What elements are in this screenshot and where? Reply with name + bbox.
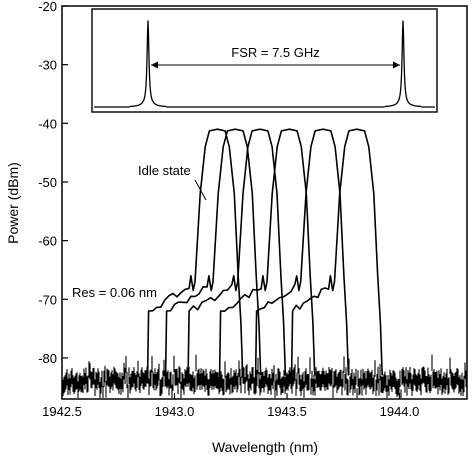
fsr-arrowhead-right (393, 61, 400, 69)
y-tick-label-3: -50 (38, 175, 57, 190)
x-axis-title: Wavelength (nm) (212, 439, 318, 455)
noise-floor (62, 354, 467, 398)
plot-frame (61, 5, 468, 400)
y-tick-label-5: -30 (38, 58, 57, 73)
y-tick-label-1: -70 (38, 292, 57, 307)
idle-state-arrow (194, 179, 207, 201)
inset-fsr-panel: FSR = 7.5 GHz (91, 8, 438, 113)
y-tick-label-2: -60 (38, 234, 57, 249)
inset-frame (91, 8, 438, 113)
y-axis-ticks: -80 -70 -60 -50 -40 -30 -20 (38, 0, 68, 366)
series-line-6 (290, 128, 383, 382)
x-tick-label-2: 1943.5 (267, 404, 307, 419)
x-tick-label-1: 1943.0 (155, 404, 195, 419)
x-axis-ticks: 1942.5 1943.0 1943.5 1944.0 (42, 393, 419, 419)
y-tick-label-0: -80 (38, 351, 57, 366)
y-axis-title: Power (dBm) (5, 162, 21, 244)
noise-trace (62, 354, 467, 398)
inset-peak-1 (130, 20, 166, 108)
series-line-1 (146, 128, 244, 382)
y-tick-label-4: -40 (38, 116, 57, 131)
series-line-3 (187, 128, 287, 382)
inset-peak-2 (385, 20, 421, 108)
idle-state-label: Idle state (138, 163, 191, 178)
x-tick-label-0: 1942.5 (42, 404, 82, 419)
fsr-label: FSR = 7.5 GHz (231, 45, 320, 60)
resolution-label: Res = 0.06 nm (72, 285, 157, 300)
y-tick-label-6: -20 (38, 0, 57, 14)
x-tick-label-3: 1944.0 (380, 404, 420, 419)
fsr-arrowhead-left (151, 61, 158, 69)
series-line-5 (254, 128, 350, 382)
series-group (146, 128, 383, 382)
series-line-4 (218, 128, 316, 382)
